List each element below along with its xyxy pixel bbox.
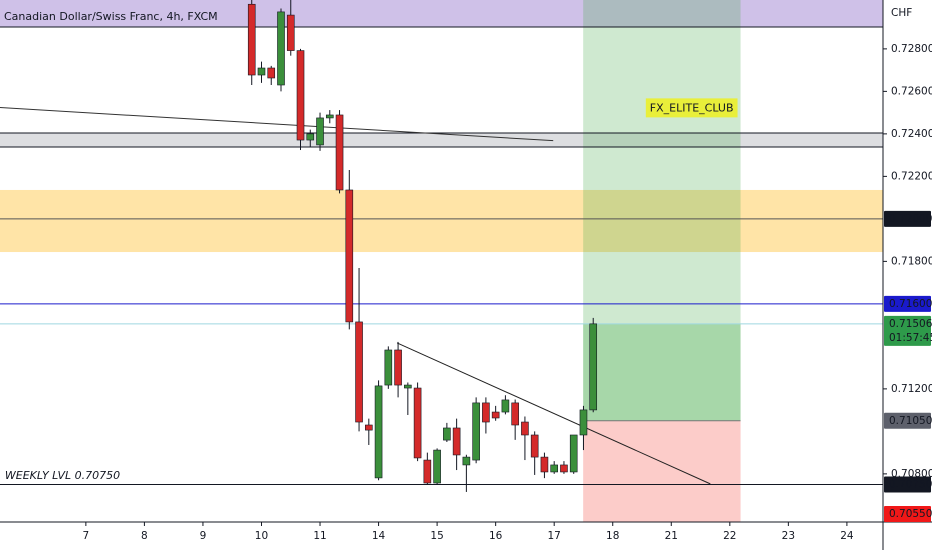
candle-body bbox=[306, 133, 315, 141]
candle-body bbox=[482, 402, 490, 423]
candle-body bbox=[345, 189, 354, 323]
zone bbox=[0, 133, 883, 148]
annotation-background bbox=[645, 98, 738, 118]
candle-body bbox=[589, 323, 598, 411]
price-label-background bbox=[884, 315, 931, 346]
candle-body bbox=[335, 114, 344, 191]
candle-body bbox=[423, 459, 432, 484]
candle-body bbox=[521, 421, 529, 436]
trend-line bbox=[396, 342, 711, 485]
y-tick-label: 0.72400 bbox=[891, 128, 932, 140]
price-axis bbox=[883, 0, 932, 550]
price-label: 0.71506 bbox=[889, 318, 932, 330]
candle-body bbox=[355, 321, 363, 423]
x-tick-label: 10 bbox=[255, 530, 268, 542]
candle-body bbox=[579, 409, 588, 436]
price-label: 0.71600 bbox=[889, 298, 932, 310]
open-profit-zone bbox=[583, 323, 741, 421]
candle-body bbox=[257, 67, 266, 76]
target-zone bbox=[583, 0, 741, 421]
candle-body bbox=[267, 67, 276, 79]
candle-body bbox=[365, 424, 373, 431]
candle-body bbox=[501, 399, 510, 413]
x-tick-label: 24 bbox=[840, 530, 854, 542]
x-tick-label: 18 bbox=[606, 530, 619, 542]
y-tick-label: 0.72200 bbox=[891, 170, 932, 182]
x-tick-label: 16 bbox=[489, 530, 503, 542]
y-tick-label: 0.71200 bbox=[891, 383, 932, 395]
x-tick-label: 8 bbox=[141, 530, 148, 542]
chart-title: Canadian Dollar/Swiss Franc, 4h, FXCM bbox=[4, 10, 218, 23]
candle-body bbox=[316, 117, 324, 146]
candle-body bbox=[462, 456, 471, 466]
candle-body bbox=[296, 50, 305, 141]
candle-body bbox=[374, 385, 383, 479]
candle-body bbox=[286, 14, 295, 51]
time-axis bbox=[0, 522, 883, 550]
y-tick-label: 0.71800 bbox=[891, 255, 932, 267]
candle-body bbox=[569, 434, 578, 473]
candle-body bbox=[530, 434, 539, 458]
candle-body bbox=[277, 11, 285, 86]
price-label-background bbox=[884, 295, 931, 312]
candle-body bbox=[247, 3, 256, 76]
x-tick-label: 22 bbox=[723, 530, 736, 542]
zone bbox=[0, 0, 883, 27]
x-tick-label: 21 bbox=[665, 530, 678, 542]
candle-body bbox=[443, 427, 451, 441]
countdown-label: 01:57:45 bbox=[889, 332, 932, 344]
price-label-background bbox=[884, 210, 931, 227]
x-tick-label: 14 bbox=[372, 530, 386, 542]
candle-body bbox=[472, 402, 480, 461]
x-tick-label: 7 bbox=[83, 530, 90, 542]
candle-body bbox=[325, 114, 334, 119]
currency-label: CHF bbox=[891, 7, 912, 19]
y-tick-label: 0.72800 bbox=[891, 43, 932, 55]
annotation-text: FX_ELITE_CLUB bbox=[650, 101, 734, 114]
candle-body bbox=[413, 387, 422, 459]
price-label-background bbox=[884, 506, 931, 522]
price-label: 0.70550 bbox=[889, 508, 932, 520]
price-label: 0.71050 bbox=[889, 415, 932, 427]
x-tick-label: 11 bbox=[313, 530, 326, 542]
x-tick-label: 9 bbox=[200, 530, 207, 542]
candle-body bbox=[511, 402, 519, 426]
candle-body bbox=[384, 349, 393, 386]
stop-zone bbox=[583, 420, 741, 527]
candle-body bbox=[550, 464, 558, 473]
x-tick-label: 15 bbox=[430, 530, 443, 542]
x-tick-label: 17 bbox=[548, 530, 561, 542]
candle-body bbox=[394, 349, 402, 386]
candle-body bbox=[452, 427, 461, 456]
price-label: 0.70750 bbox=[889, 479, 932, 491]
candle-body bbox=[404, 384, 412, 389]
candle-body bbox=[560, 464, 568, 473]
candle-body bbox=[540, 456, 549, 473]
candle-body bbox=[433, 449, 441, 484]
plot-area: FX_ELITE_CLUB WEEKLY LVL 0.70750 bbox=[0, 0, 883, 527]
annotation-text: WEEKLY LVL 0.70750 bbox=[5, 469, 120, 482]
trend-line bbox=[0, 107, 554, 142]
price-label-background bbox=[884, 476, 931, 493]
x-tick-label: 23 bbox=[782, 530, 795, 542]
axes: 0.72800 0.72600 0.72400 0.72200 0.71800 0.712… bbox=[83, 43, 932, 542]
price-label: 0.72000 bbox=[889, 213, 932, 225]
y-tick-label: 0.72600 bbox=[891, 85, 932, 97]
candle-body bbox=[491, 411, 500, 419]
price-label-background bbox=[884, 412, 931, 429]
zone bbox=[0, 189, 883, 253]
